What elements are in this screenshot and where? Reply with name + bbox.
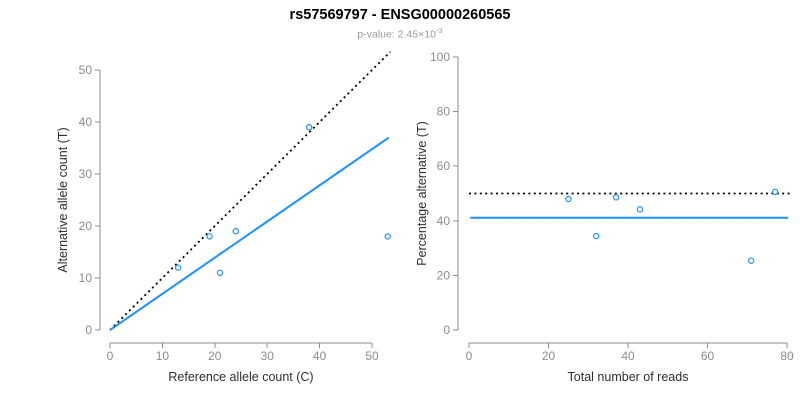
data-point — [305, 123, 313, 131]
chart-percentage_alternative: 0 20 40 60 80 100 0 20 40 60 80 Total number of rea… — [415, 50, 794, 384]
chart-allele_counts: 0 10 20 30 40 50 0 10 20 30 40 50 Reference allele c… — [56, 51, 391, 384]
data-point — [593, 232, 600, 240]
x-axis-title: Total number of reads — [568, 370, 689, 384]
pvalue-exponent: -3 — [435, 26, 443, 35]
x-tick-label: 0 — [466, 349, 473, 363]
x-tick-label: 60 — [701, 349, 715, 363]
identity-line — [109, 51, 391, 331]
x-tick-label: 30 — [261, 349, 275, 363]
x-tick-label: 40 — [313, 349, 327, 363]
y-tick-label: 40 — [437, 214, 451, 228]
x-axis-title: Reference allele count (C) — [168, 370, 313, 384]
y-tick-label: 50 — [79, 63, 93, 77]
y-tick-label: 0 — [443, 323, 450, 337]
data-point — [232, 227, 239, 235]
x-tick-label: 20 — [542, 349, 556, 363]
y-tick-label: 60 — [437, 159, 451, 173]
data-point — [748, 257, 755, 264]
y-axis-title: Alternative allele count (T) — [56, 127, 70, 272]
data-point — [384, 233, 391, 240]
y-tick-label: 30 — [79, 167, 93, 181]
data-point — [216, 269, 224, 276]
y-tick-label: 20 — [437, 268, 451, 282]
data-point — [636, 206, 644, 213]
x-tick-label: 0 — [107, 349, 114, 363]
figure-subtitle: p-value: 2.45×10-3 — [0, 26, 800, 41]
x-tick-label: 50 — [365, 349, 379, 363]
x-tick-label: 80 — [780, 349, 794, 363]
y-tick-label: 0 — [85, 323, 92, 337]
data-point — [174, 264, 182, 271]
figure-title: rs57569797 - ENSG00000260565 — [289, 7, 511, 23]
x-tick-label: 40 — [621, 349, 635, 363]
data-point — [771, 188, 779, 196]
data-point — [565, 195, 572, 203]
data-point — [612, 194, 620, 201]
y-tick-label: 20 — [79, 219, 93, 233]
fit-line — [109, 136, 390, 331]
x-tick-label: 20 — [208, 349, 222, 363]
y-tick-label: 40 — [79, 115, 93, 129]
pvalue-text: p-value: 2.45×10 — [357, 28, 436, 41]
y-tick-label: 100 — [430, 50, 450, 64]
y-tick-label: 80 — [437, 105, 451, 119]
x-tick-label: 10 — [156, 349, 170, 363]
y-axis-title: Percentage alternative (T) — [415, 121, 429, 266]
y-tick-label: 10 — [79, 271, 93, 285]
data-point — [206, 233, 213, 240]
